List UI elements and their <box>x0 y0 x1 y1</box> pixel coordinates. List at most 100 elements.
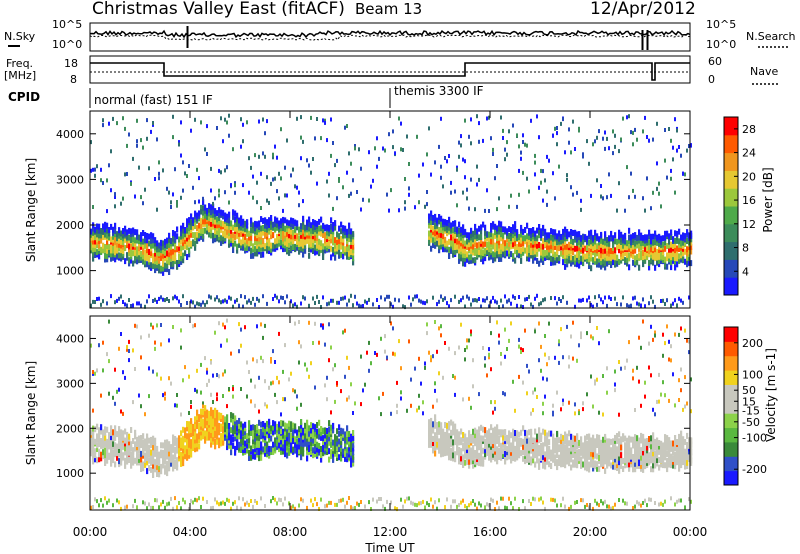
power-near-range <box>484 298 486 303</box>
power-speckle <box>464 175 466 180</box>
power-speckle <box>572 192 574 197</box>
velocity-cell <box>204 417 207 424</box>
velocity-speckle <box>502 391 504 396</box>
velocity-cell <box>188 432 191 439</box>
velocity-cell <box>150 453 153 460</box>
velocity-cell <box>90 447 93 454</box>
power-cell <box>588 256 591 263</box>
velocity-speckle <box>268 385 270 390</box>
power-cell <box>674 241 677 248</box>
power-cell <box>562 228 565 235</box>
power-cell <box>264 226 267 232</box>
velocity-cell <box>154 450 157 457</box>
velocity-cell <box>290 436 293 443</box>
power-near-range <box>254 302 256 307</box>
power-cell <box>302 242 305 249</box>
velocity-speckle <box>360 402 362 407</box>
power-cell <box>594 238 597 245</box>
power-cell <box>458 221 461 228</box>
velocity-cell <box>170 447 173 454</box>
power-cell <box>672 236 675 243</box>
velocity-speckle <box>208 378 210 383</box>
power-cell <box>640 254 643 261</box>
power-cell <box>102 234 105 241</box>
velocity-cell <box>484 443 487 450</box>
power-cell <box>166 257 169 264</box>
velocity-cell <box>148 437 151 444</box>
velocity-near-range <box>418 501 420 506</box>
power-speckle <box>256 180 258 185</box>
velocity-near-range <box>434 500 436 505</box>
power-cell <box>608 254 611 261</box>
power-cell <box>282 225 285 232</box>
power-cell <box>616 238 619 245</box>
power-cell <box>302 219 305 226</box>
velocity-speckle <box>548 356 550 361</box>
velocity-cell <box>256 434 259 441</box>
power-cell <box>176 233 179 240</box>
power-speckle <box>510 193 512 198</box>
power-near-range <box>154 297 156 302</box>
power-near-range <box>640 303 642 308</box>
velocity-cell <box>300 454 303 461</box>
power-speckle <box>246 120 248 125</box>
power-cell <box>160 265 163 272</box>
velocity-cell <box>218 437 221 444</box>
power-cell <box>328 246 331 253</box>
velocity-cell <box>538 445 541 451</box>
velocity-cell <box>310 444 313 451</box>
power-cell <box>106 227 109 234</box>
velocity-cell <box>294 436 297 443</box>
power-near-range <box>420 299 422 304</box>
power-cell <box>208 203 211 210</box>
power-near-range <box>660 299 662 303</box>
power-speckle <box>448 154 450 158</box>
cpid-mode-themis: themis 3300 IF <box>394 84 484 98</box>
power-cell <box>526 233 529 240</box>
power-cell <box>158 257 161 264</box>
power-speckle <box>128 132 130 137</box>
power-cell <box>470 227 473 234</box>
velocity-cell <box>244 429 247 435</box>
velocity-speckle <box>390 321 392 326</box>
velocity-cell <box>282 442 285 449</box>
power-cell <box>254 220 257 227</box>
velocity-cell <box>520 437 523 444</box>
velocity-cell <box>258 445 261 452</box>
velocity-speckle <box>324 342 326 347</box>
velocity-cell <box>216 436 219 443</box>
velocity-cell <box>298 447 301 454</box>
power-cell <box>632 248 635 254</box>
power-speckle <box>688 144 690 148</box>
power-cell <box>626 256 629 263</box>
power-cell <box>268 228 271 235</box>
velocity-speckle <box>222 372 224 377</box>
velocity-speckle <box>122 370 124 375</box>
power-cell <box>546 232 549 239</box>
power-cell <box>636 238 639 245</box>
power-cell <box>642 239 645 246</box>
power-cell <box>518 247 521 254</box>
power-cell <box>624 244 627 251</box>
velocity-speckle <box>568 355 570 360</box>
velocity-cell <box>470 458 473 465</box>
power-cell <box>104 231 107 238</box>
power-cell <box>92 250 95 257</box>
velocity-cell <box>300 419 303 425</box>
velocity-near-range <box>172 506 174 511</box>
power-cell <box>118 227 121 234</box>
power-cell <box>652 245 655 251</box>
velocity-near-range <box>302 498 304 503</box>
power-cell <box>686 246 689 253</box>
power-cell <box>226 219 229 226</box>
power-cell <box>106 243 109 250</box>
power-speckle <box>278 171 280 176</box>
power-cell <box>534 245 537 252</box>
velocity-cell <box>96 446 99 452</box>
velocity-cell <box>166 460 169 467</box>
velocity-cell <box>562 447 565 454</box>
power-near-range <box>220 300 222 305</box>
power-cell <box>332 246 335 253</box>
velocity-near-range <box>544 506 546 511</box>
velocity-cell <box>334 441 337 448</box>
